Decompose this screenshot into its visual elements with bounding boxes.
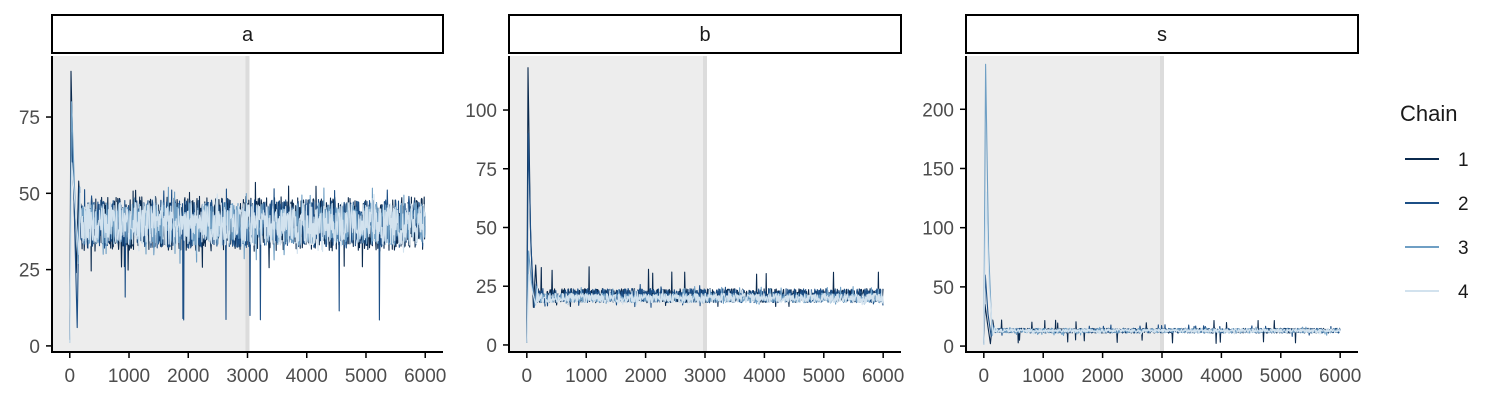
x-tick-label: 3000	[1141, 366, 1183, 387]
facet-strip-label: a	[242, 24, 254, 46]
x-tick-label: 0	[522, 366, 533, 387]
y-tick-label: 100	[465, 101, 497, 122]
x-tick-label: 6000	[404, 366, 446, 387]
chain-4-trace	[526, 273, 884, 343]
y-tick-label: 25	[19, 261, 40, 282]
x-tick-label: 4000	[286, 366, 328, 387]
x-tick-label: 6000	[1319, 366, 1361, 387]
x-tick-label: 5000	[1260, 366, 1302, 387]
y-tick-label: 0	[29, 337, 40, 358]
warmup-boundary	[703, 56, 707, 352]
legend-label-4: 4	[1458, 282, 1469, 303]
panel-a: a 0 25 50 75 0 1000 2000 3000 4000 5000 6000	[19, 14, 446, 387]
x-tick-label: 5000	[803, 366, 845, 387]
y-tick-label: 50	[19, 184, 40, 205]
facet-strip	[965, 14, 1359, 54]
x-tick-label: 0	[979, 366, 990, 387]
x-tick-label: 0	[64, 366, 75, 387]
chain-4-trace	[983, 191, 1341, 345]
facet-strip-label: s	[1157, 24, 1167, 46]
y-tick-label: 150	[922, 159, 954, 180]
y-tick-label: 25	[476, 277, 497, 298]
x-tick-label: 3000	[684, 366, 726, 387]
legend-label-3: 3	[1458, 238, 1469, 259]
y-tick-label: 75	[476, 160, 497, 181]
facet-strip	[51, 14, 444, 54]
facet-strip-label: b	[699, 24, 710, 46]
warmup-region	[966, 56, 1162, 352]
y-tick-label: 0	[943, 337, 954, 358]
x-tick-label: 1000	[108, 366, 150, 387]
x-tick-label: 5000	[345, 366, 387, 387]
x-tick-label: 6000	[862, 366, 904, 387]
chain-4-trace	[69, 162, 426, 343]
facet-strip	[508, 14, 902, 54]
x-tick-label: 4000	[743, 366, 785, 387]
legend-label-2: 2	[1458, 194, 1469, 215]
y-tick-label: 100	[922, 219, 954, 240]
x-tick-label: 2000	[167, 366, 209, 387]
x-tick-label: 1000	[565, 366, 607, 387]
y-tick-label: 50	[933, 278, 954, 299]
legend-title: Chain	[1400, 101, 1457, 126]
x-tick-label: 3000	[226, 366, 268, 387]
y-tick-label: 50	[476, 218, 497, 239]
legend-label-1: 1	[1458, 150, 1469, 171]
x-tick-label: 2000	[624, 366, 666, 387]
y-tick-label: 0	[486, 336, 497, 357]
y-tick-label: 75	[19, 108, 40, 129]
warmup-boundary	[1160, 56, 1164, 352]
y-tick-label: 200	[922, 100, 954, 121]
warmup-region	[509, 56, 705, 352]
x-tick-label: 4000	[1200, 366, 1242, 387]
legend: Chain 1 2 3 4	[1400, 101, 1469, 303]
x-tick-label: 1000	[1022, 366, 1064, 387]
x-tick-label: 2000	[1081, 366, 1123, 387]
